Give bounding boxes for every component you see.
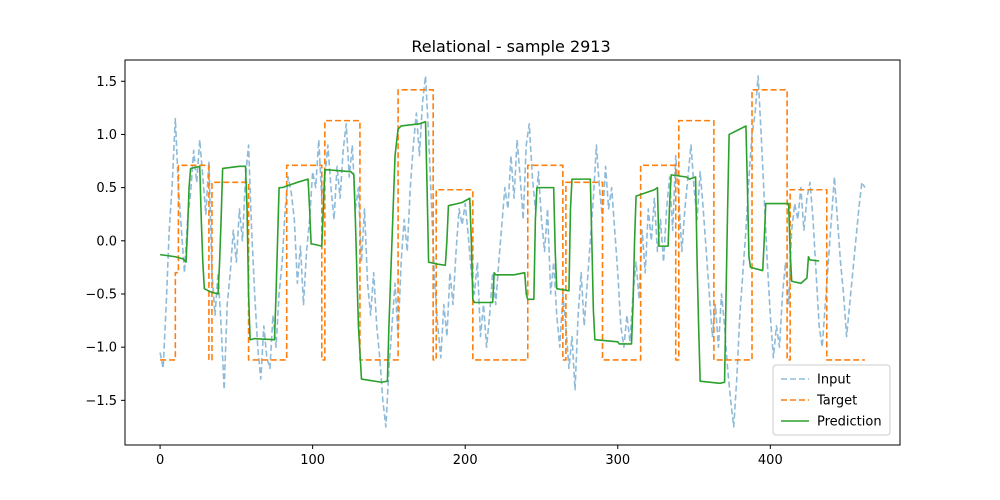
series-layer	[159, 75, 866, 428]
legend-box	[772, 364, 891, 436]
plot-area	[125, 60, 900, 445]
x-tick-label: 100	[300, 453, 325, 468]
legend-label-input: Input	[817, 373, 851, 388]
x-tick-label: 200	[453, 453, 478, 468]
y-tick-label: 0.0	[96, 234, 117, 249]
legend-label-prediction: Prediction	[817, 415, 882, 430]
y-tick-label: −0.5	[85, 287, 117, 302]
legend: Input Target Prediction	[772, 364, 891, 436]
x-tick-label: 0	[156, 453, 164, 468]
series-line-prediction	[159, 120, 820, 385]
plot-frame	[124, 59, 901, 446]
y-axis: −1.5 −1.0 −0.5 0.0 0.5 1.0 1.5	[85, 75, 125, 409]
x-axis: 0 100 200 300 400	[156, 445, 783, 468]
y-tick-label: 1.5	[96, 75, 117, 90]
y-tick-label: 1.0	[96, 128, 117, 143]
x-tick-label: 400	[758, 453, 783, 468]
y-tick-label: 0.5	[96, 181, 117, 196]
series-line-input	[159, 75, 866, 428]
x-tick-label: 300	[605, 453, 630, 468]
legend-label-target: Target	[816, 394, 857, 409]
y-tick-label: −1.0	[85, 341, 117, 356]
y-tick-label: −1.5	[85, 394, 117, 409]
chart-title: Relational - sample 2913	[411, 37, 610, 56]
